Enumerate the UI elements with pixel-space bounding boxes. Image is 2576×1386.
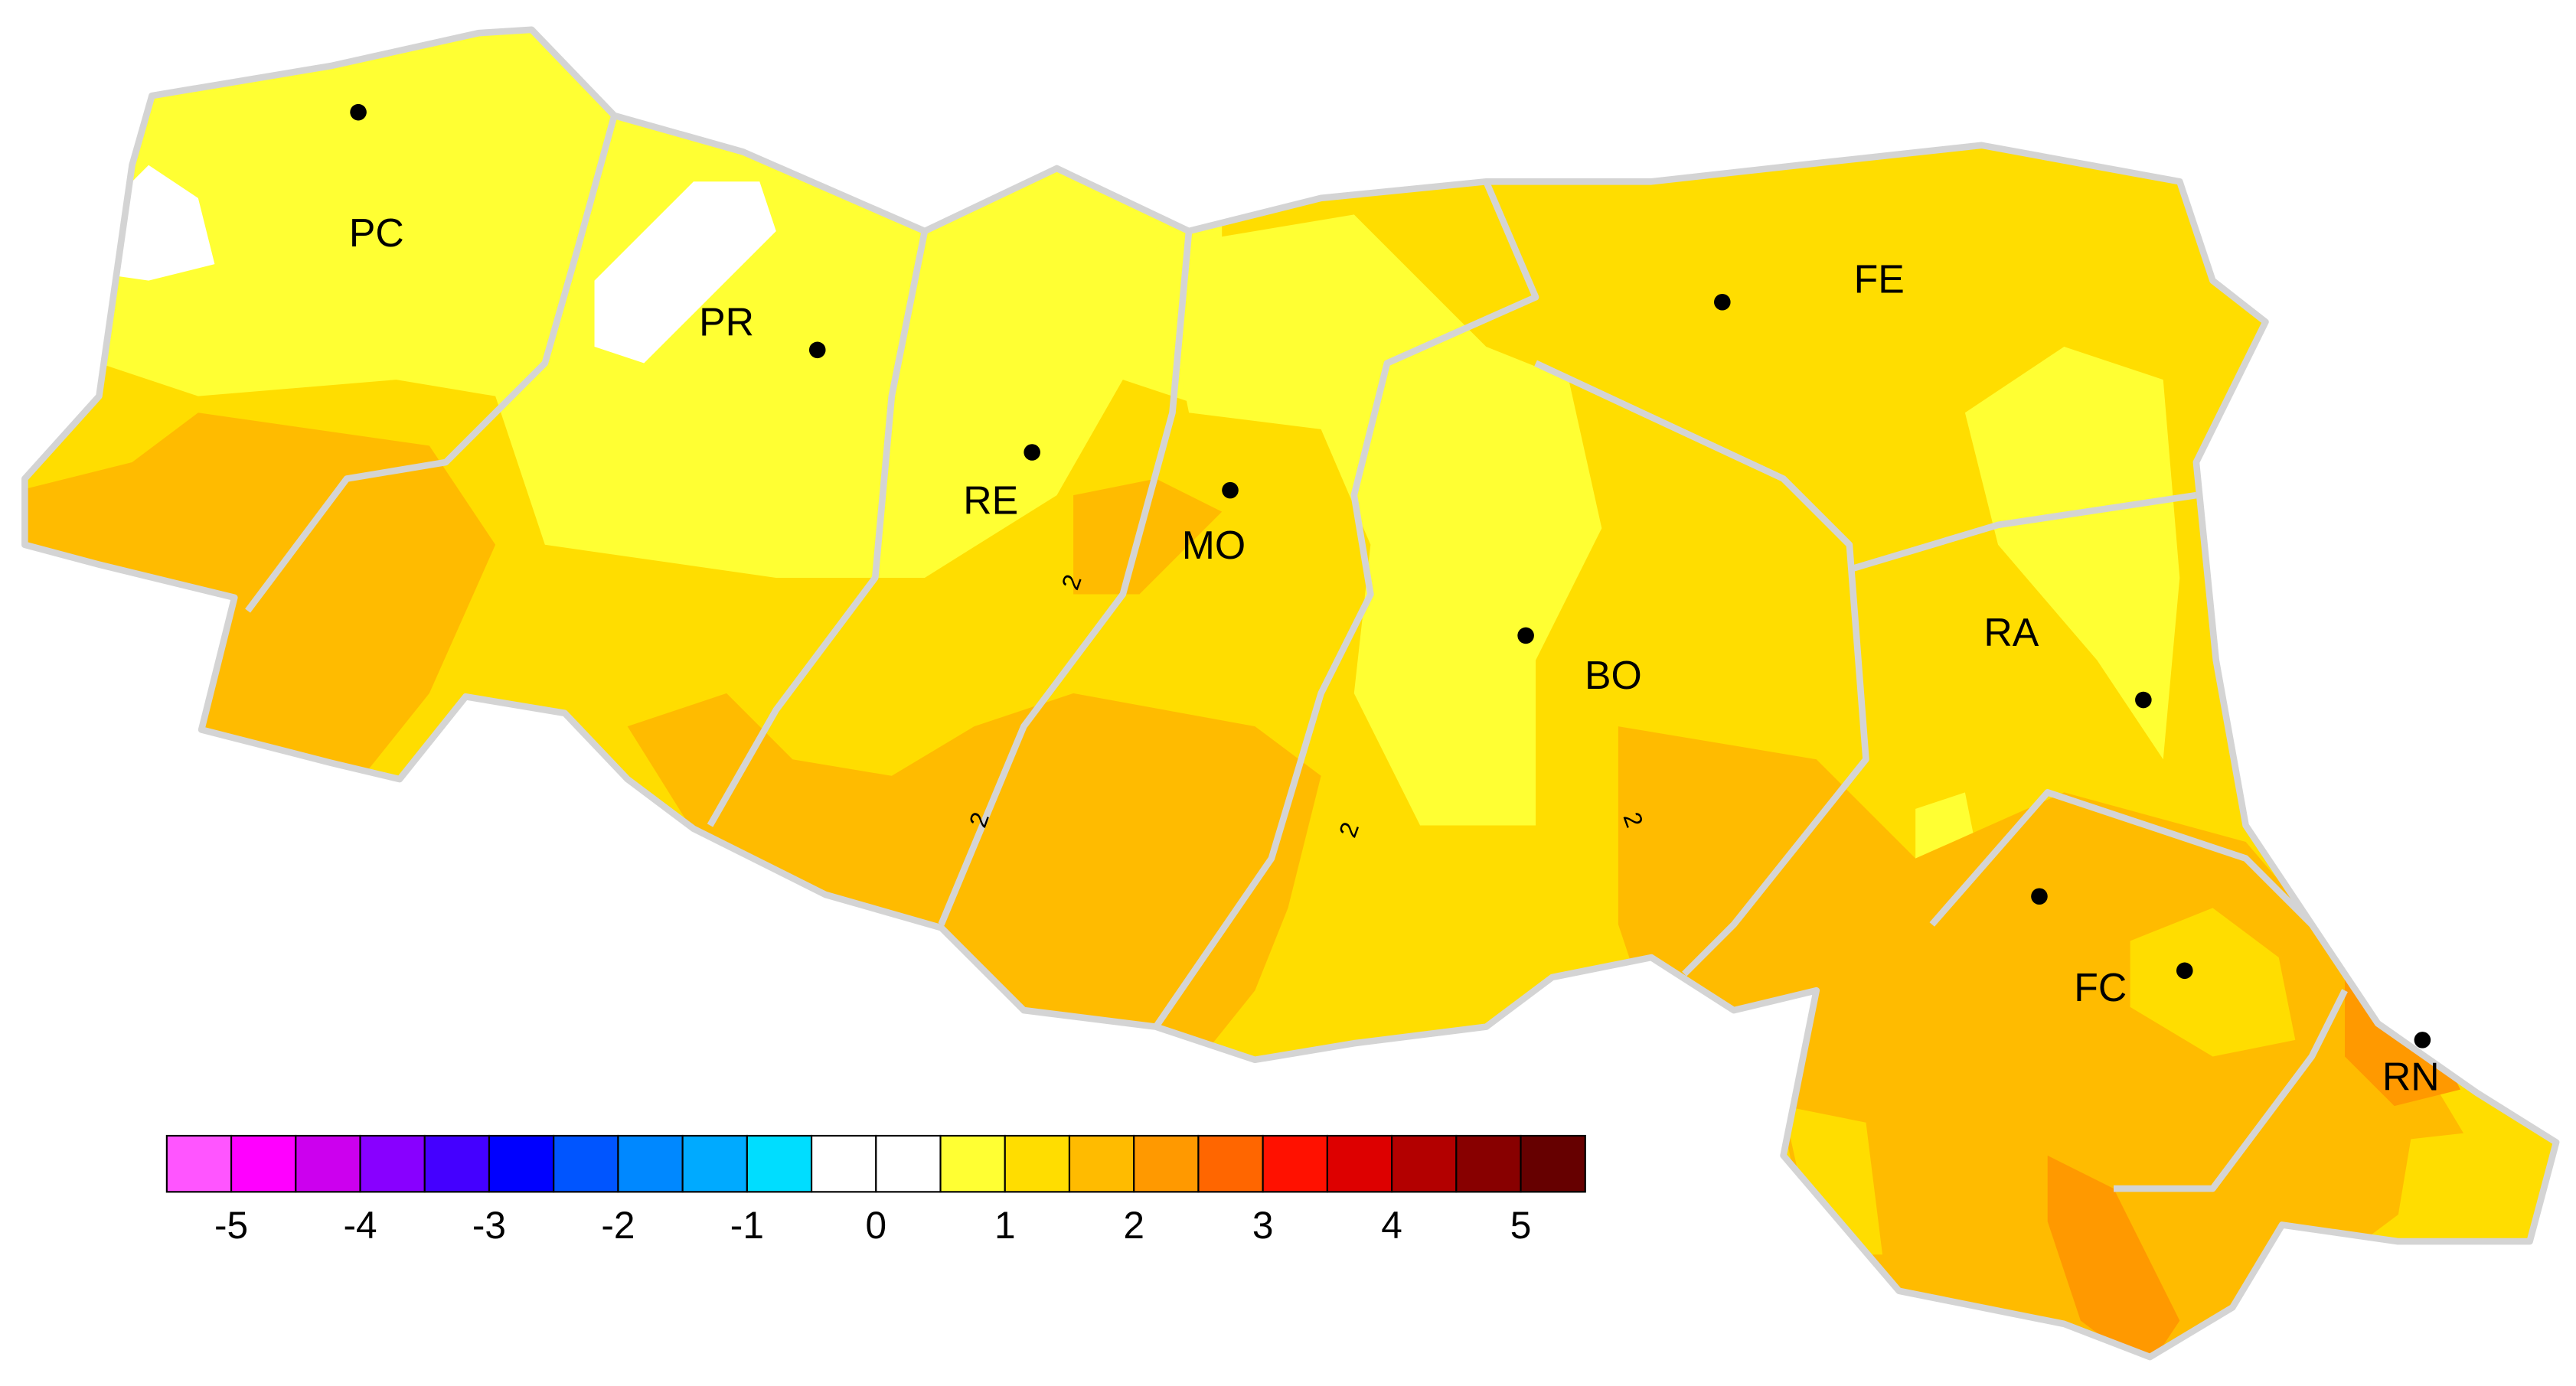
province-border <box>938 230 1193 926</box>
province-border <box>1534 360 1869 977</box>
legend-swatch <box>359 1134 426 1193</box>
city-dots <box>350 103 2431 1048</box>
legend-swatch <box>1520 1134 1586 1193</box>
legend-swatch <box>1197 1134 1264 1193</box>
city-label: FC <box>2074 965 2127 1009</box>
legend-swatch <box>165 1134 233 1193</box>
province-border <box>1929 789 2314 927</box>
legend-swatch <box>1004 1134 1071 1193</box>
legend-tick-label: -4 <box>343 1204 377 1247</box>
city-dot <box>1222 481 1239 499</box>
city-label: MO <box>1182 523 1246 567</box>
legend-swatch <box>875 1134 942 1193</box>
legend: -5 -4 -3 -2 -1 0 1 2 3 4 5 <box>165 1134 1586 1247</box>
borders <box>24 30 2556 1357</box>
province-border <box>2114 989 2348 1192</box>
legend-tick-label: -2 <box>601 1204 635 1247</box>
city-label: RE <box>963 478 1018 523</box>
city-label: FE <box>1854 257 1905 302</box>
city-label: RN <box>2382 1054 2440 1098</box>
legend-tick-label: 4 <box>1381 1204 1402 1247</box>
legend-tick-label: 2 <box>1123 1204 1144 1247</box>
zone <box>2394 1122 2557 1255</box>
zone <box>2047 1155 2180 1358</box>
city-label: PC <box>349 210 404 255</box>
legend-swatch <box>681 1134 748 1193</box>
city-dot <box>2135 691 2152 709</box>
city-label: RA <box>1983 610 2039 654</box>
zone <box>2130 908 2296 1057</box>
city-dot <box>2031 888 2048 905</box>
legend-swatch <box>488 1134 555 1193</box>
legend-swatch <box>811 1134 877 1193</box>
city-label: BO <box>1585 653 1642 697</box>
province-border <box>245 114 618 613</box>
province-border <box>707 230 929 827</box>
legend-tick-label: -1 <box>730 1204 764 1247</box>
zone <box>1073 478 1223 595</box>
legend-tick-label: -5 <box>214 1204 248 1247</box>
legend-swatch <box>230 1134 297 1193</box>
legend-swatch <box>939 1134 1006 1193</box>
zone <box>627 693 1321 1074</box>
legend-swatch <box>617 1134 684 1193</box>
city-dot <box>350 103 367 121</box>
zone <box>24 413 496 776</box>
legend-swatch <box>1262 1134 1328 1193</box>
zone <box>594 181 776 364</box>
city-dot <box>808 341 826 359</box>
legend-swatch <box>1133 1134 1200 1193</box>
city-dot <box>1024 444 1040 461</box>
legend-swatch <box>553 1134 619 1193</box>
legend-tick-label: 3 <box>1252 1204 1274 1247</box>
legend-swatch <box>1068 1134 1135 1193</box>
legend-swatch <box>423 1134 491 1193</box>
city-label: PR <box>699 300 754 344</box>
legend-swatch <box>1455 1134 1522 1193</box>
province-border <box>1153 180 1539 1029</box>
city-dot <box>1517 627 1534 644</box>
city-dot <box>2176 962 2193 980</box>
legend-tick-label: 5 <box>1510 1204 1532 1247</box>
legend-tick-label: -3 <box>472 1204 506 1247</box>
city-labels: PC PR RE MO BO FE RA FC RN 2 2 2 2 <box>349 210 2440 1098</box>
province-border <box>1848 491 2197 573</box>
legend-tick-label: 1 <box>994 1204 1016 1247</box>
legend-swatch <box>295 1134 361 1193</box>
legend-swatch <box>1391 1134 1458 1193</box>
zone <box>1155 214 1602 826</box>
legend-swatch <box>1326 1134 1393 1193</box>
zone <box>1964 346 2180 760</box>
legend-tick-label: 0 <box>866 1204 887 1247</box>
city-dot <box>1714 293 1731 311</box>
city-dot <box>2414 1032 2431 1048</box>
legend-swatch <box>746 1134 813 1193</box>
